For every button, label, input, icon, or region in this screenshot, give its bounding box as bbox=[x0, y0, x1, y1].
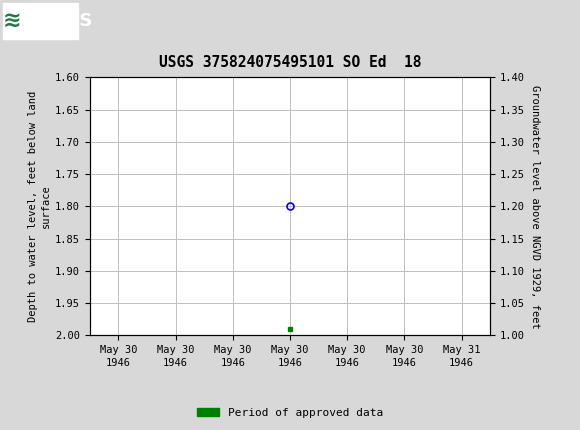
FancyBboxPatch shape bbox=[3, 3, 78, 39]
Y-axis label: Groundwater level above NGVD 1929, feet: Groundwater level above NGVD 1929, feet bbox=[530, 85, 541, 328]
Legend: Period of approved data: Period of approved data bbox=[193, 403, 387, 422]
Text: ≋: ≋ bbox=[3, 11, 21, 31]
Text: USGS: USGS bbox=[38, 12, 93, 30]
Y-axis label: Depth to water level, feet below land
surface: Depth to water level, feet below land su… bbox=[28, 91, 51, 322]
Text: USGS 375824075495101 SO Ed  18: USGS 375824075495101 SO Ed 18 bbox=[159, 55, 421, 70]
